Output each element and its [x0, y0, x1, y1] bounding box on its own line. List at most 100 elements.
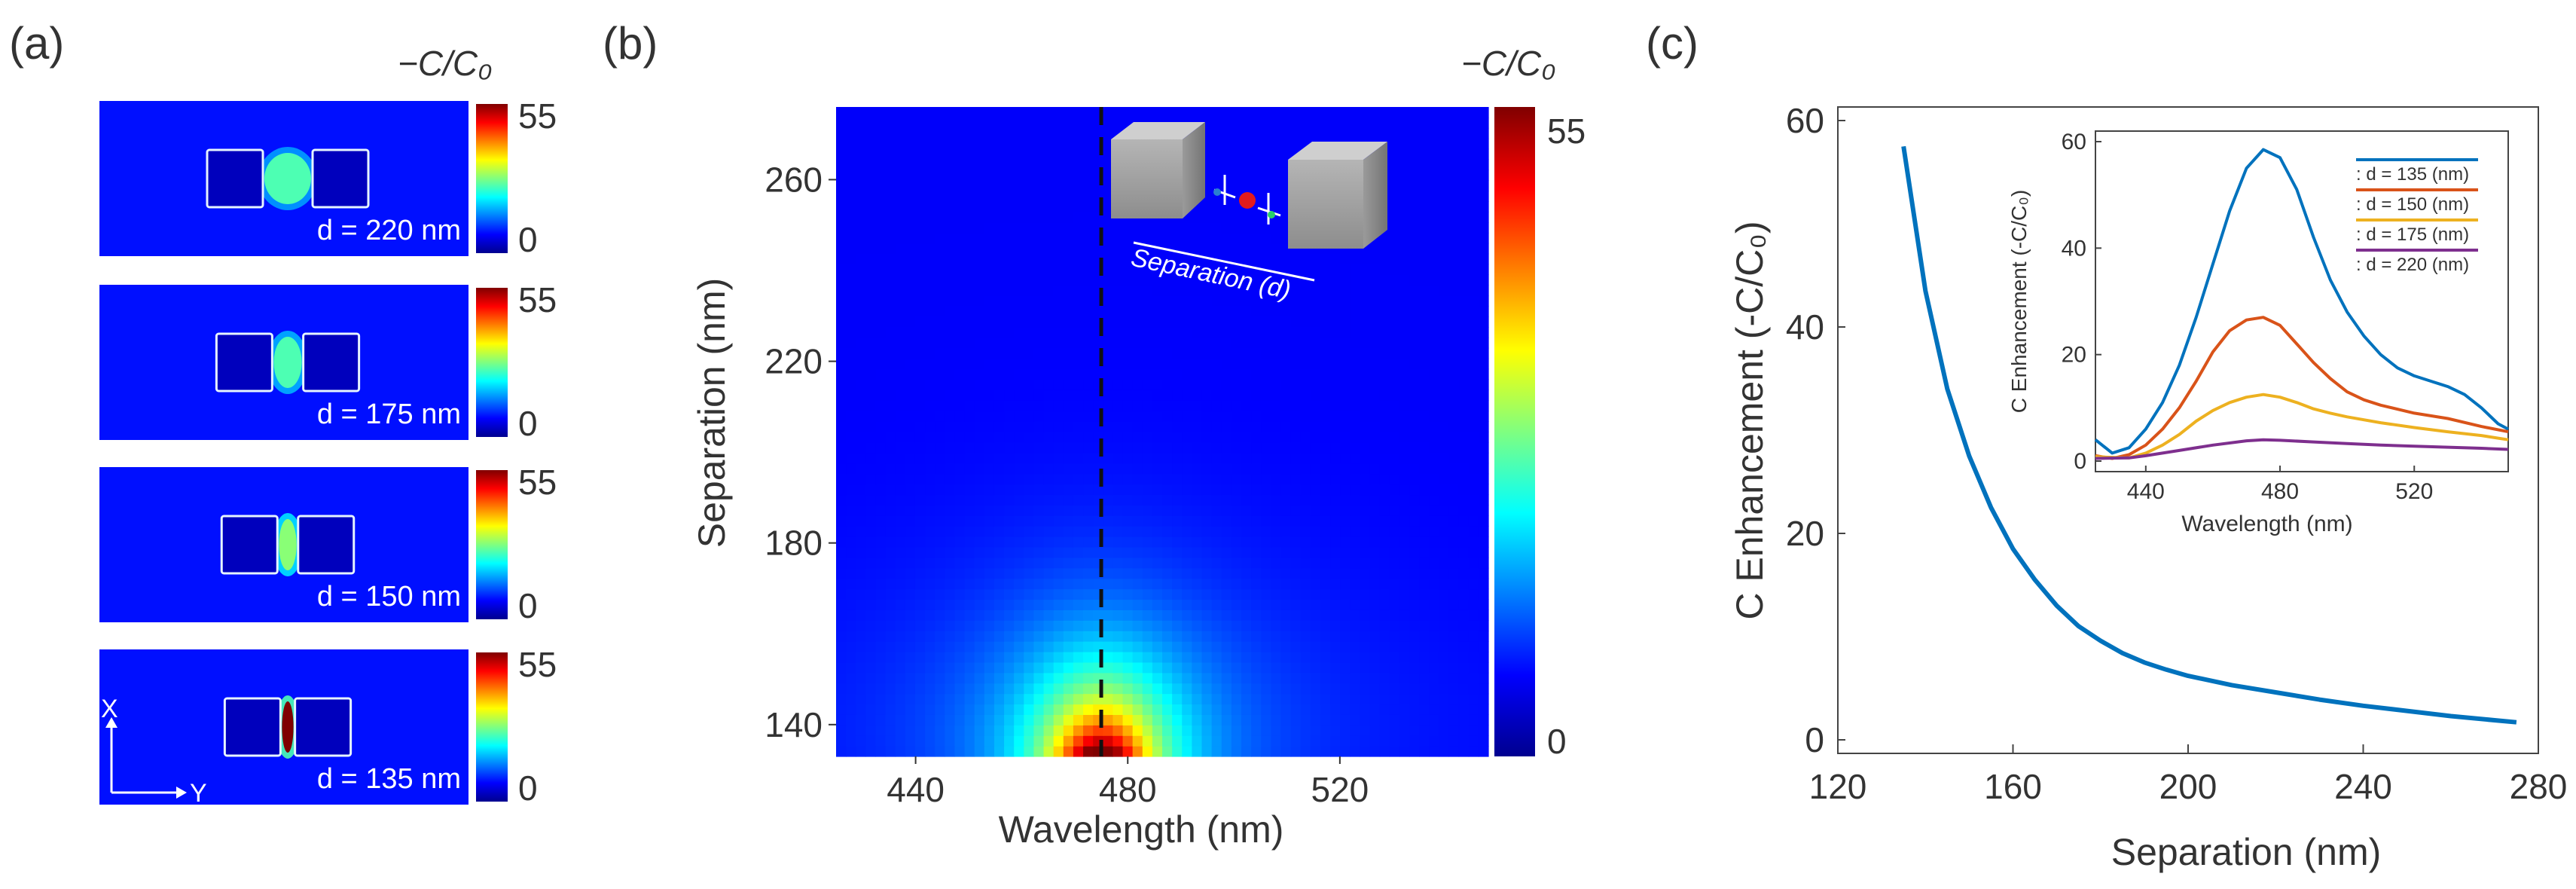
heat-cell: [1192, 704, 1203, 715]
heat-cell: [1409, 295, 1420, 307]
heat-cell: [1063, 191, 1074, 202]
heat-cell: [1409, 735, 1420, 747]
heat-cell: [1043, 725, 1055, 736]
heat-cell: [1063, 735, 1074, 747]
heat-cell: [1439, 347, 1450, 359]
heat-cell: [836, 609, 847, 621]
heat-cell: [964, 432, 975, 443]
heat-cell: [914, 400, 926, 411]
heat-cell: [1162, 306, 1173, 317]
heat-cell: [1162, 546, 1173, 558]
heat-cell: [846, 316, 856, 328]
heat-cell: [984, 285, 995, 296]
heat-cell: [1369, 609, 1381, 621]
heat-cell: [1122, 306, 1134, 317]
heat-cell: [1419, 651, 1430, 663]
heat-cell: [1142, 693, 1153, 705]
heat-cell: [1350, 651, 1361, 663]
heat-cell: [1251, 180, 1262, 191]
heat-cell: [1468, 557, 1479, 569]
heat-cell: [1113, 735, 1124, 747]
heat-cell: [1073, 473, 1084, 485]
heat-cell: [1468, 337, 1479, 349]
heat-cell: [993, 704, 1005, 715]
heat-cell: [1113, 452, 1124, 464]
heat-cell: [993, 191, 1005, 202]
heat-cell: [1310, 264, 1321, 276]
heat-cell: [1043, 567, 1055, 579]
heat-cell: [1142, 400, 1153, 411]
heat-cell: [1409, 411, 1420, 422]
heat-cell: [885, 411, 896, 422]
heat-cell: [1063, 505, 1074, 516]
heat-cell: [856, 264, 866, 276]
heat-cell: [1063, 243, 1074, 255]
heat-cell: [1014, 620, 1024, 631]
heat-cell: [1231, 432, 1242, 443]
heat-cell: [1142, 557, 1153, 569]
heat-cell: [1201, 620, 1213, 631]
heat-cell: [1241, 557, 1252, 569]
heat-cell: [984, 515, 995, 527]
heat-cell: [1241, 221, 1252, 234]
heat-cell: [925, 180, 935, 191]
heat-cell: [1290, 557, 1302, 569]
heat-cell: [1231, 494, 1242, 506]
heat-cell: [1024, 651, 1035, 663]
heat-cell: [1083, 536, 1094, 548]
heat-cell: [945, 557, 956, 569]
heat-cell: [945, 421, 956, 432]
heat-cell: [935, 693, 945, 705]
heat-cell: [875, 536, 887, 548]
heat-cell: [1033, 326, 1045, 338]
heat-cell: [1310, 683, 1321, 695]
heat-cell: [1300, 651, 1311, 663]
heat-cell: [1340, 725, 1351, 736]
heat-cell: [1142, 725, 1153, 736]
heat-cell: [1053, 631, 1064, 642]
heat-cell: [974, 631, 985, 642]
heat-cell: [1024, 243, 1035, 255]
heat-cell: [846, 337, 856, 349]
heat-cell: [1043, 138, 1055, 150]
heat-cell: [1251, 306, 1262, 317]
heat-cell: [1290, 567, 1302, 579]
heat-cell: [914, 515, 926, 527]
heat-cell: [1172, 379, 1183, 390]
heat-cell: [1300, 609, 1311, 621]
heat-cell: [856, 138, 866, 150]
heat-cell: [865, 148, 877, 160]
heat-cell: [1320, 274, 1331, 286]
heat-cell: [1290, 714, 1302, 726]
heat-cell: [1280, 107, 1292, 118]
heat-cell: [1053, 379, 1064, 390]
heat-cell: [1211, 704, 1222, 715]
heat-cell: [1122, 326, 1134, 338]
heat-cell: [1379, 127, 1390, 139]
heat-cell: [1458, 421, 1470, 432]
heat-cell: [914, 641, 926, 652]
heat-cell: [1162, 441, 1173, 454]
heat-cell: [885, 463, 896, 475]
heat-cell: [1014, 672, 1024, 684]
heat-cell: [1182, 264, 1192, 276]
heat-cell: [1429, 212, 1439, 223]
heat-cell: [964, 557, 975, 569]
heat-cell: [1399, 631, 1410, 642]
heat-cell: [1409, 274, 1420, 286]
heat-cell: [1261, 452, 1271, 464]
heat-cell: [1063, 127, 1074, 139]
heat-cell: [1330, 358, 1341, 370]
heat-cell: [1330, 620, 1341, 631]
heat-cell: [974, 221, 985, 234]
heat-cell: [1300, 588, 1311, 600]
heat-cell: [1320, 672, 1331, 684]
heat-cell: [1330, 274, 1341, 286]
heat-cell: [846, 746, 856, 757]
heat-cell: [1063, 201, 1074, 212]
heat-cell: [1360, 494, 1371, 506]
heat-cell: [1320, 463, 1331, 475]
heat-cell: [1399, 714, 1410, 726]
heat-cell: [925, 515, 935, 527]
heat-cell: [1271, 295, 1282, 307]
